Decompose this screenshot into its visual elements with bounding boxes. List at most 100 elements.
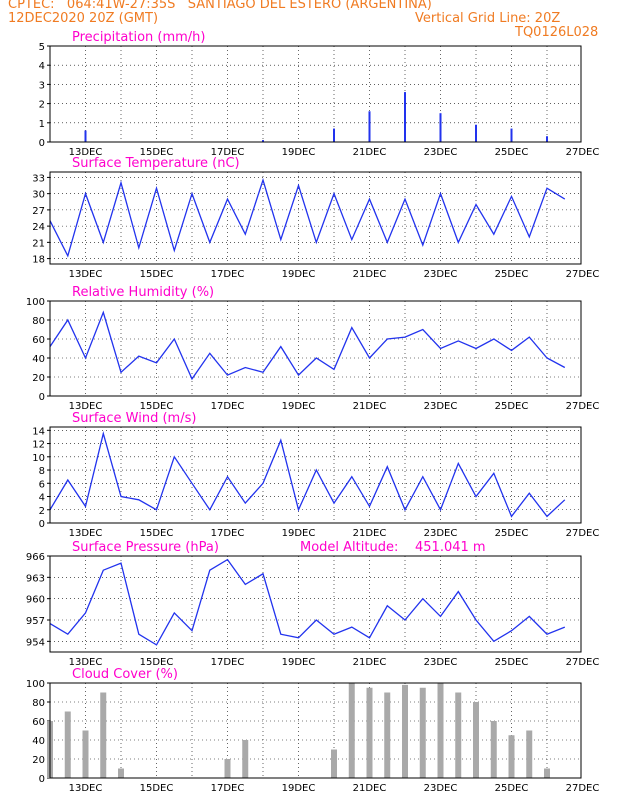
cloud-bar <box>384 692 391 778</box>
x-tick-label: 21DEC <box>353 657 387 668</box>
panel-6: 0 20 40 60 80 100 13DEC 15DEC 17DEC 19DEC 21DEC 23D… <box>26 667 599 794</box>
x-tick-label: 23DEC <box>424 147 458 158</box>
cloud-bar <box>526 730 533 778</box>
y-tick-label: 2 <box>39 100 45 111</box>
x-tick-label: 17DEC <box>211 528 245 539</box>
plot-frame <box>49 426 582 524</box>
cloud-bar <box>508 735 515 778</box>
x-tick-label: 25DEC <box>495 401 529 412</box>
x-tick-label: 19DEC <box>282 783 316 794</box>
x-tick-label: 27DEC <box>566 269 600 280</box>
plot-frame <box>49 682 582 779</box>
y-tick-label: 1 <box>39 119 45 130</box>
cloud-bar <box>544 768 550 778</box>
x-tick-label: 21DEC <box>353 269 387 280</box>
precip-bar <box>475 124 477 142</box>
plot-frame <box>49 555 582 653</box>
x-tick-label: 19DEC <box>282 401 316 412</box>
header-line3-right: TQ0126L028 <box>515 25 599 40</box>
y-tick-label: 10 <box>32 453 45 464</box>
x-tick-label: 25DEC <box>495 783 529 794</box>
y-tick-label: 80 <box>32 698 45 709</box>
x-tick-label: 25DEC <box>495 269 529 280</box>
x-tick-label: 23DEC <box>424 657 458 668</box>
precip-bar <box>368 111 371 142</box>
panel-title: Precipitation (mm/h) <box>72 30 205 45</box>
y-tick-label: 3 <box>39 80 45 91</box>
plot-frame <box>49 171 582 265</box>
cloud-bar <box>437 683 444 778</box>
panel-2: 18 21 24 27 30 33 13DEC 15DEC 17DEC 19DEC 21DEC 23D… <box>32 156 599 280</box>
panel-1: 0 1 2 3 4 5 13DEC 15DEC 17DEC 19DEC 21DEC 23DEC 25DE… <box>39 30 600 158</box>
x-tick-label: 27DEC <box>566 528 600 539</box>
annotation-label: Model Altitude: <box>300 540 398 555</box>
precip-bar <box>84 130 87 142</box>
x-tick-label: 21DEC <box>353 147 387 158</box>
y-tick-label: 60 <box>32 717 45 728</box>
y-tick-label: 18 <box>32 255 45 266</box>
x-tick-label: 21DEC <box>353 783 387 794</box>
y-tick-label: 100 <box>26 679 45 690</box>
cloud-bar <box>118 768 124 778</box>
header-line2-right: Vertical Grid Line: 20Z <box>415 11 561 26</box>
x-tick-label: 17DEC <box>211 147 245 158</box>
cloud-bar <box>242 740 249 778</box>
y-tick-label: 20 <box>32 373 45 384</box>
y-tick-label: 100 <box>26 297 45 308</box>
cloud-bar <box>402 684 408 778</box>
x-tick-label: 25DEC <box>495 147 529 158</box>
x-tick-label: 15DEC <box>140 401 174 412</box>
x-tick-label: 15DEC <box>140 528 174 539</box>
x-tick-label: 27DEC <box>566 401 600 412</box>
y-tick-label: 21 <box>32 238 45 249</box>
y-tick-label: 2 <box>39 506 45 517</box>
cloud-bar <box>473 702 479 778</box>
x-tick-label: 23DEC <box>424 528 458 539</box>
cloud-bar <box>64 711 71 778</box>
x-tick-label: 25DEC <box>495 657 529 668</box>
precip-bar <box>439 113 442 142</box>
x-tick-label: 13DEC <box>69 783 103 794</box>
panel-5: 954 957 960 963 966 13DEC 15DEC 17DEC 19DEC 21DEC… <box>26 540 599 668</box>
cloud-bar <box>100 692 107 778</box>
series-line <box>49 431 566 518</box>
y-tick-label: 954 <box>26 637 45 648</box>
x-tick-label: 23DEC <box>424 401 458 412</box>
y-tick-label: 960 <box>26 595 45 606</box>
y-tick-label: 60 <box>32 335 45 346</box>
series-line <box>49 310 566 381</box>
cloud-bar <box>82 730 89 778</box>
y-tick-label: 12 <box>32 440 45 451</box>
precip-bar <box>510 128 513 142</box>
x-tick-label: 13DEC <box>69 269 103 280</box>
x-tick-label: 19DEC <box>282 147 316 158</box>
y-tick-label: 27 <box>32 206 45 217</box>
x-tick-label: 27DEC <box>566 147 600 158</box>
y-tick-label: 40 <box>32 736 45 747</box>
annotation-value: 451.041 m <box>415 540 486 555</box>
header-line1: CPTEC: 064:41W-27:35S SANTIAGO DEL ESTER… <box>8 0 432 12</box>
cloud-bar <box>419 687 426 778</box>
x-tick-label: 13DEC <box>69 401 103 412</box>
cloud-bar <box>490 721 497 778</box>
x-tick-label: 19DEC <box>282 657 316 668</box>
x-tick-label: 19DEC <box>282 528 316 539</box>
precip-bar <box>333 128 335 142</box>
x-tick-label: 13DEC <box>69 657 103 668</box>
panel-title: Surface Temperature (nC) <box>72 156 240 171</box>
panel-title: Cloud Cover (%) <box>72 667 178 682</box>
panel-title: Surface Wind (m/s) <box>72 411 196 426</box>
x-tick-label: 13DEC <box>69 147 103 158</box>
x-tick-label: 15DEC <box>140 147 174 158</box>
x-tick-label: 21DEC <box>353 401 387 412</box>
x-tick-label: 27DEC <box>566 657 600 668</box>
y-tick-label: 5 <box>39 42 45 53</box>
y-tick-label: 963 <box>26 573 45 584</box>
panel-title: Surface Pressure (hPa) <box>72 540 219 555</box>
cloud-bar <box>455 692 462 778</box>
series-line <box>49 177 566 258</box>
y-tick-label: 80 <box>32 316 45 327</box>
x-tick-label: 15DEC <box>140 783 174 794</box>
y-tick-label: 966 <box>26 552 45 563</box>
